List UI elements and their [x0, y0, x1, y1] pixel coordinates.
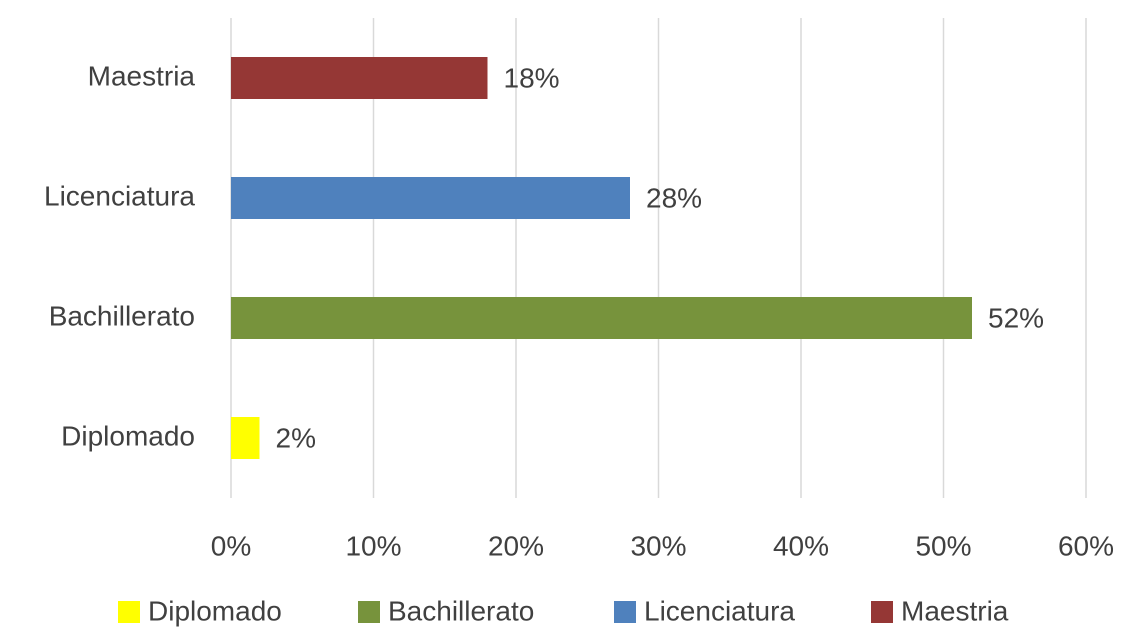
x-tick-label: 50%: [915, 530, 971, 561]
y-tick-label: Licenciatura: [44, 180, 195, 211]
data-label: 2%: [276, 422, 316, 453]
bar: [231, 57, 488, 99]
data-label: 28%: [646, 182, 702, 213]
x-tick-label: 0%: [211, 530, 251, 561]
x-tick-label: 20%: [488, 530, 544, 561]
y-tick-label: Bachillerato: [49, 300, 195, 331]
bar: [231, 297, 972, 339]
y-tick-label: Maestria: [88, 60, 196, 91]
legend-swatch: [614, 601, 636, 623]
y-tick-label: Diplomado: [61, 420, 195, 451]
legend-swatch: [358, 601, 380, 623]
bar: [231, 177, 630, 219]
data-label: 52%: [988, 302, 1044, 333]
x-tick-label: 40%: [773, 530, 829, 561]
legend-label: Maestria: [901, 595, 1009, 626]
data-label: 18%: [504, 62, 560, 93]
legend-swatch: [118, 601, 140, 623]
legend-label: Bachillerato: [388, 595, 534, 626]
bar: [231, 417, 260, 459]
x-tick-label: 30%: [630, 530, 686, 561]
x-tick-label: 10%: [345, 530, 401, 561]
legend-label: Licenciatura: [644, 595, 795, 626]
legend-swatch: [871, 601, 893, 623]
x-tick-label: 60%: [1058, 530, 1114, 561]
legend-label: Diplomado: [148, 595, 282, 626]
